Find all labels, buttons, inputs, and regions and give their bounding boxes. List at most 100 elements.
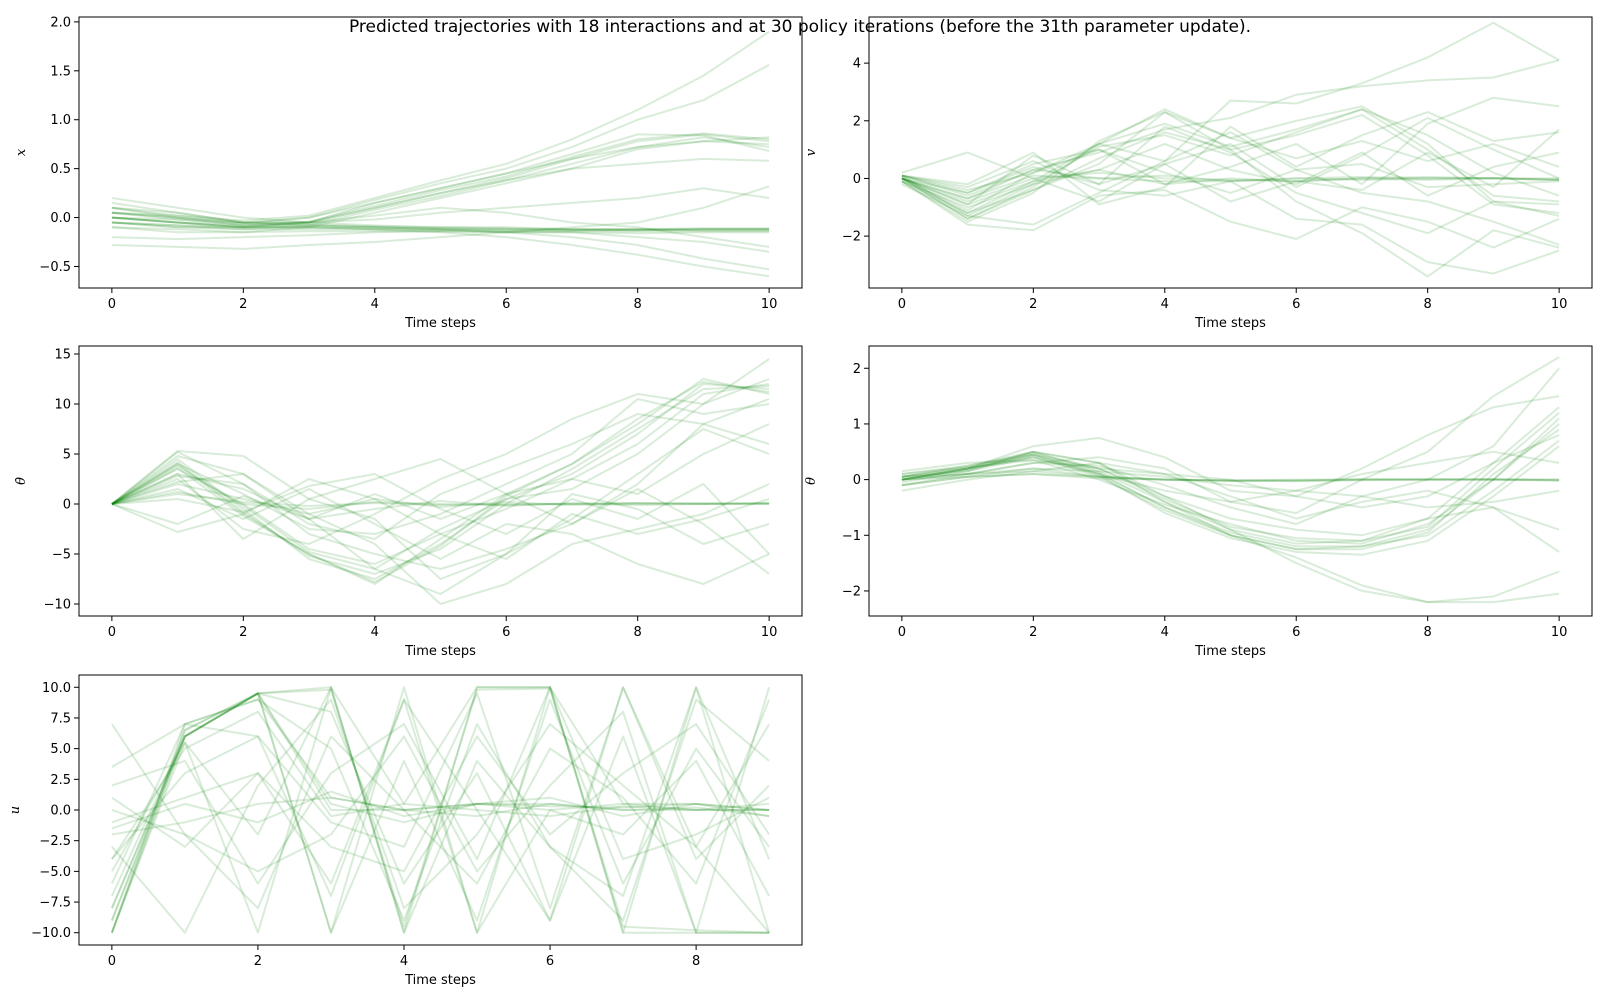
- trajectory-line-19: [901, 428, 1560, 551]
- y-axis-label: v: [804, 148, 819, 156]
- trajectory-line-11: [111, 221, 770, 233]
- trajectory-line-20: [111, 381, 770, 583]
- trajectory-line-18: [111, 450, 770, 580]
- trajectory-line-2: [110, 687, 770, 934]
- x-tick-label: 2: [254, 954, 262, 969]
- trajectory-line-18: [111, 185, 770, 250]
- trajectory-line-21: [111, 491, 770, 510]
- trajectory-line-5: [901, 168, 1560, 197]
- trajectory-line-4: [111, 133, 770, 224]
- trajectory-line-7: [111, 796, 770, 836]
- trajectory-line-16: [901, 111, 1560, 220]
- trajectory-line-7: [111, 30, 770, 222]
- y-tick-label: −10.0: [31, 926, 71, 941]
- y-axis-label: θ̇: [14, 477, 29, 485]
- trajectory-line-1: [901, 423, 1560, 548]
- x-tick-label: 0: [898, 625, 906, 640]
- x-tick-label: 2: [239, 625, 247, 640]
- trajectory-line-13: [111, 226, 770, 235]
- y-tick-label: 7.5: [50, 711, 71, 726]
- trajectory-line-21: [110, 692, 770, 934]
- trajectory-line-6: [901, 168, 1560, 209]
- x-tick-label: 10: [1551, 297, 1568, 312]
- axes-frame: [868, 345, 1593, 617]
- trajectory-line-4: [110, 692, 770, 909]
- trajectory-line-6: [111, 64, 770, 225]
- trajectory-line-9: [111, 216, 770, 232]
- trajectory-line-15: [111, 216, 770, 271]
- y-tick-label: 4: [853, 57, 861, 72]
- trajectory-line-3: [110, 686, 770, 934]
- trajectory-line-19: [901, 142, 1560, 206]
- trajectory-line-1: [901, 105, 1560, 220]
- y-tick-label: 2.0: [50, 15, 71, 30]
- trajectory-line-9: [901, 125, 1560, 235]
- y-tick-label: −5: [52, 548, 71, 563]
- trajectory-line-19: [111, 206, 770, 248]
- trajectory-line-2: [111, 378, 770, 585]
- trajectory-line-12: [901, 395, 1560, 498]
- y-tick-label: −7.5: [39, 896, 71, 911]
- trajectory-line-13: [901, 131, 1560, 278]
- trajectory-line-8: [901, 473, 1560, 487]
- trajectory-line-4: [111, 385, 770, 575]
- y-tick-label: 1: [853, 417, 861, 432]
- x-tick-label: 8: [692, 954, 700, 969]
- trajectory-line-16: [110, 692, 770, 934]
- trajectory-line-2: [901, 108, 1560, 217]
- x-tick-label: 4: [1161, 625, 1169, 640]
- trajectory-line-10: [111, 211, 770, 232]
- x-tick-label: 2: [1029, 625, 1037, 640]
- x-tick-label: 10: [761, 297, 778, 312]
- trajectory-line-5: [110, 698, 770, 885]
- x-tick-label: 6: [502, 625, 510, 640]
- trajectory-line-10: [111, 686, 771, 922]
- axes-frame: [78, 16, 803, 289]
- trajectory-line-10: [901, 131, 1560, 246]
- y-tick-label: −1: [842, 529, 861, 544]
- trajectory-line-8: [901, 116, 1560, 203]
- trajectory-line-20: [111, 187, 770, 224]
- trajectory-line-9: [111, 398, 770, 570]
- trajectory-line-15: [111, 686, 770, 885]
- subplot-1: 0 2 4 6 8 10 −0.5 0.0 0.5 1.0 1.5 2.0 Time steps x: [14, 15, 803, 331]
- x-tick-label: 6: [502, 297, 510, 312]
- y-tick-label: 2: [853, 114, 861, 129]
- subplot-3: 0 2 4 6 8 10 −10 −5 0 5 10 15 Time steps θ̇: [14, 345, 803, 659]
- subplot-5: 0 2 4 6 8 −10.0 −7.5 −5.0 −2.5 0.0 2.5 5.0 7.5 10.0 Ti…: [8, 674, 803, 988]
- trajectory-line-22: [901, 174, 1560, 200]
- trajectory-line-3: [901, 111, 1560, 223]
- y-axis-label: u: [8, 806, 23, 814]
- y-tick-label: 2.5: [50, 773, 71, 788]
- y-tick-label: 0.5: [50, 162, 71, 177]
- trajectory-line-1: [110, 686, 771, 934]
- trajectory-line-19: [111, 699, 771, 910]
- x-tick-label: 6: [1292, 625, 1300, 640]
- trajectory-line-9: [111, 710, 770, 934]
- y-tick-label: 0: [853, 172, 861, 187]
- trajectory-line-17: [111, 478, 770, 560]
- x-tick-label: 10: [1551, 625, 1568, 640]
- trajectory-line-20: [111, 698, 770, 934]
- trajectory-line-9: [901, 450, 1560, 604]
- x-tick-label: 4: [371, 297, 379, 312]
- trajectory-line-16: [901, 450, 1560, 503]
- trajectory-line-7: [901, 470, 1560, 482]
- y-axis-label: θ: [804, 477, 819, 485]
- x-axis-label: Time steps: [1194, 316, 1266, 331]
- trajectory-line-17: [901, 434, 1560, 509]
- figure-title: Predicted trajectories with 18 interacti…: [348, 17, 1252, 37]
- trajectory-line-18: [901, 180, 1560, 249]
- trajectory-line-15: [901, 96, 1560, 212]
- trajectory-line-6: [111, 710, 770, 860]
- x-tick-label: 10: [761, 625, 778, 640]
- trajectory-line-1: [111, 383, 770, 580]
- trajectory-line-5: [111, 378, 770, 570]
- trajectory-line-4: [901, 171, 1560, 203]
- y-tick-label: 0: [63, 498, 71, 513]
- trajectory-line-21: [111, 136, 770, 224]
- trajectory-line-3: [111, 132, 770, 227]
- series-group: [110, 686, 771, 934]
- trajectory-line-5: [901, 417, 1560, 545]
- trajectory-line-17: [901, 111, 1560, 206]
